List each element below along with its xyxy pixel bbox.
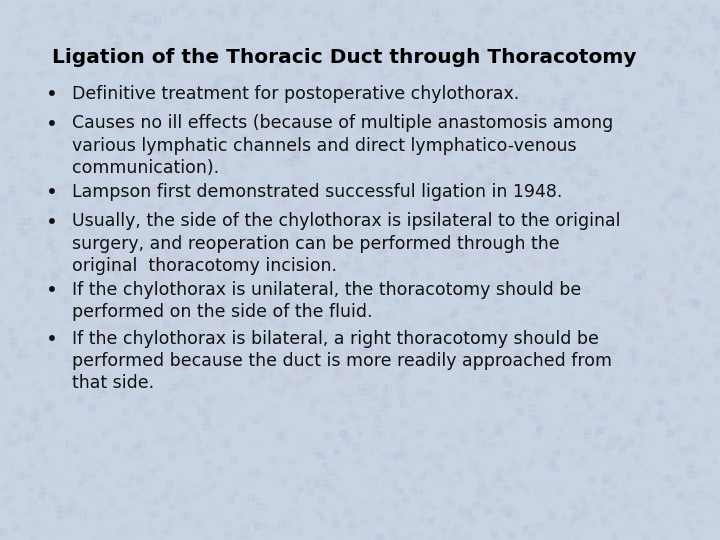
Text: •: • bbox=[46, 183, 58, 202]
Text: If the chylothorax is bilateral, a right thoracotomy should be
performed because: If the chylothorax is bilateral, a right… bbox=[72, 330, 612, 393]
Text: Ligation of the Thoracic Duct through Thoracotomy: Ligation of the Thoracic Duct through Th… bbox=[52, 48, 636, 67]
Text: Definitive treatment for postoperative chylothorax.: Definitive treatment for postoperative c… bbox=[72, 85, 519, 103]
Text: •: • bbox=[46, 330, 58, 349]
Text: Usually, the side of the chylothorax is ipsilateral to the original
surgery, and: Usually, the side of the chylothorax is … bbox=[72, 213, 621, 275]
Text: •: • bbox=[46, 114, 58, 133]
Text: Causes no ill effects (because of multiple anastomosis among
various lymphatic c: Causes no ill effects (because of multip… bbox=[72, 114, 613, 177]
Text: Lampson first demonstrated successful ligation in 1948.: Lampson first demonstrated successful li… bbox=[72, 183, 562, 201]
Text: If the chylothorax is unilateral, the thoracotomy should be
performed on the sid: If the chylothorax is unilateral, the th… bbox=[72, 281, 581, 321]
Text: •: • bbox=[46, 213, 58, 232]
Text: •: • bbox=[46, 85, 58, 104]
Text: •: • bbox=[46, 281, 58, 300]
